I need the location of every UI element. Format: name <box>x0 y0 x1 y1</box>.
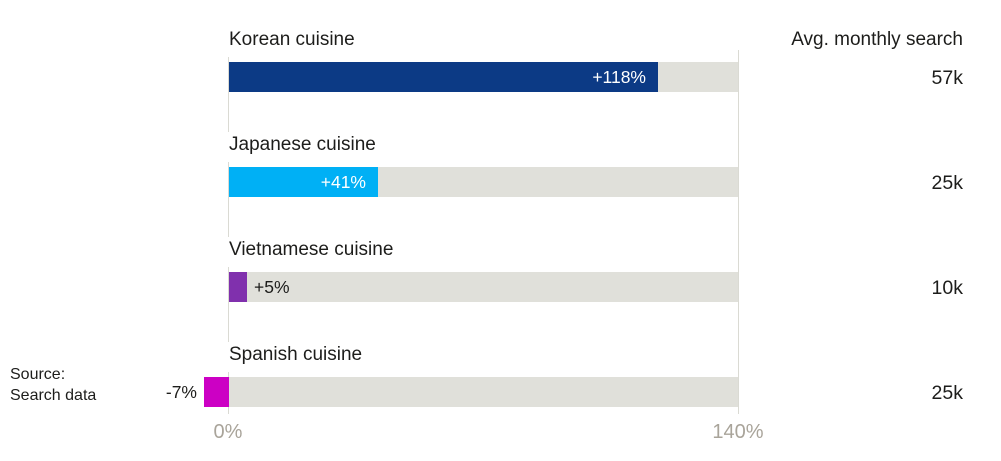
source-note-line1: Source: <box>10 366 66 383</box>
avg-search-value: 10k <box>931 277 963 299</box>
bar-value-label-inside: +118% <box>592 66 646 87</box>
gridline-max <box>738 50 739 414</box>
bar: +41% <box>229 167 378 197</box>
bar <box>204 377 229 407</box>
right-column-header: Avg. monthly search <box>791 29 963 50</box>
bar-track <box>229 272 738 302</box>
bar-value-label-inside: +41% <box>320 171 366 192</box>
avg-search-value: 25k <box>931 382 963 404</box>
category-label: Vietnamese cuisine <box>227 237 404 267</box>
source-note: Source: Search data <box>10 364 96 406</box>
source-note-line2: Search data <box>10 387 97 404</box>
bar-value-label-outside: +5% <box>254 277 290 297</box>
bar: +118% <box>229 62 658 92</box>
bar-track <box>229 377 738 407</box>
x-axis-tick-max: 140% <box>712 421 764 443</box>
category-label: Japanese cuisine <box>227 132 386 162</box>
avg-search-value: 25k <box>931 172 963 194</box>
avg-search-value: 57k <box>931 67 963 89</box>
gridline-zero <box>228 50 229 414</box>
x-axis-tick-zero: 0% <box>213 421 243 443</box>
bar-value-label-outside: -7% <box>165 382 197 402</box>
category-label: Spanish cuisine <box>227 342 373 372</box>
category-label: Korean cuisine <box>227 27 365 57</box>
bar <box>229 272 247 302</box>
